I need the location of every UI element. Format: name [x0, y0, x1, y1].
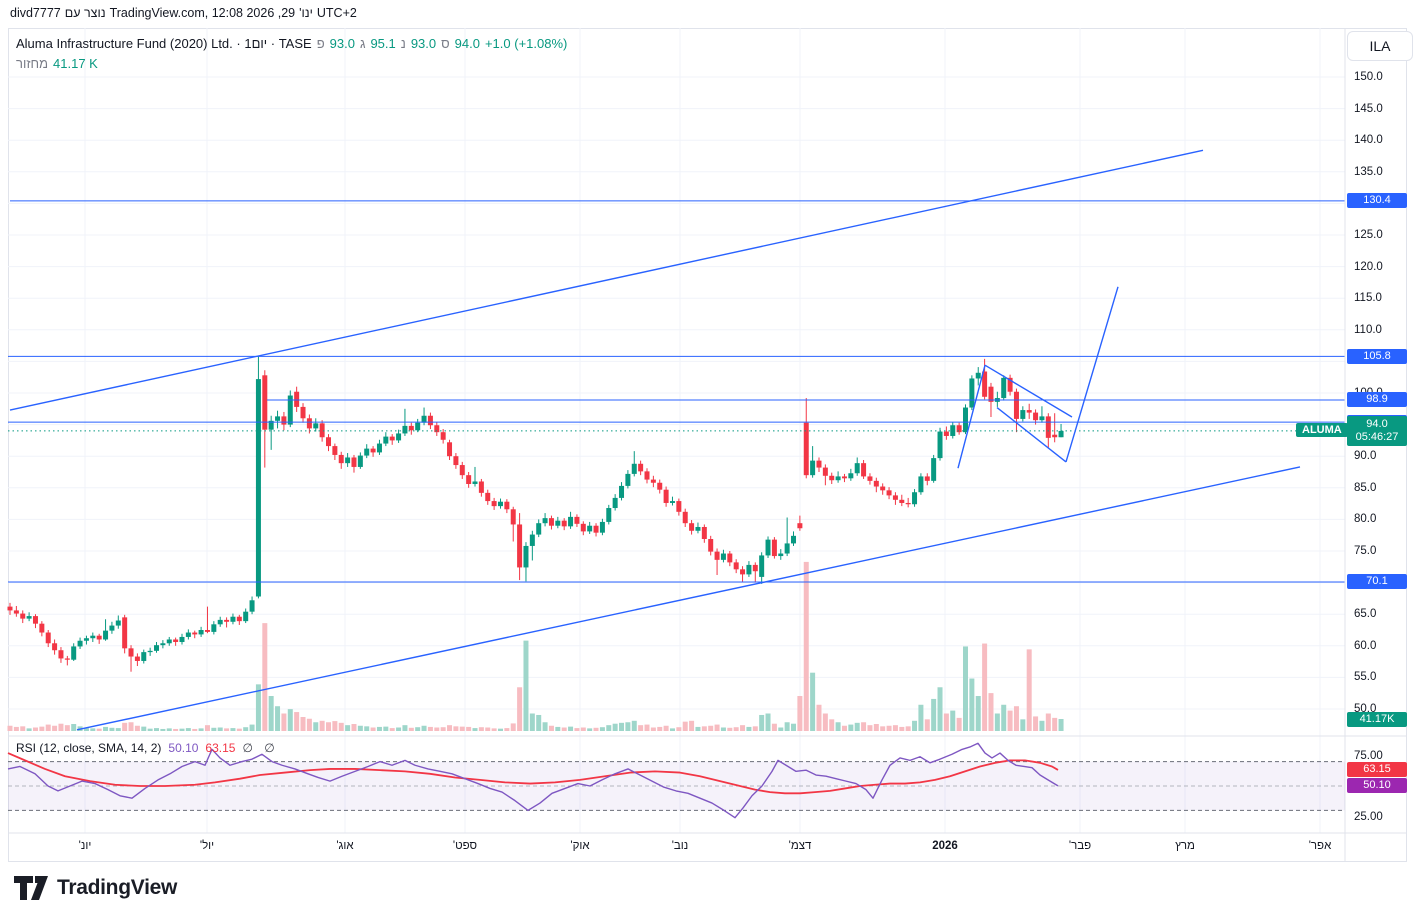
price-tick: 120.0: [1354, 260, 1383, 273]
rsi-value-label: 63.15: [1347, 762, 1407, 778]
volume-label: מחזור: [16, 56, 49, 71]
close-key: ס: [441, 36, 450, 51]
rsi-ma-value: 63.15: [205, 741, 236, 755]
rsi-hidden-icons: ∅ ∅: [242, 741, 279, 755]
month-label[interactable]: ספט': [452, 840, 478, 852]
snapshot-timestamp: divd7777 נוצר עם TradingView.com, 12:08 20…: [10, 6, 357, 20]
rsi-title: RSI (12, close, SMA, 14, 2): [16, 741, 162, 755]
aluma-price-flag: ALUMA: [1296, 423, 1348, 438]
price-tick: 125.0: [1354, 229, 1383, 241]
rsi-value-label: 50.10: [1347, 778, 1407, 794]
level-price-label: 130.4: [1347, 193, 1407, 209]
month-label[interactable]: יונ': [78, 840, 92, 852]
symbol-badge[interactable]: ILA: [1347, 31, 1413, 61]
price-tick: 140.0: [1354, 134, 1383, 147]
price-tick: 75.0: [1354, 545, 1377, 557]
price-tick: 85.0: [1354, 481, 1377, 494]
volume-value: 41.17 K: [53, 56, 98, 71]
level-price-label: 105.8: [1347, 348, 1407, 364]
rsi-tick: 25.00: [1354, 810, 1383, 823]
rsi-main-value: 50.10: [168, 741, 199, 755]
price-tick: 145.0: [1354, 102, 1383, 115]
tradingview-logo-text: TradingView: [57, 876, 178, 899]
low-value: 93.0: [410, 36, 437, 51]
rsi-legend-row[interactable]: RSI (12, close, SMA, 14, 2) 50.10 63.15 …: [16, 741, 279, 755]
high-value: 95.1: [370, 36, 396, 51]
timestamp-part: ינו': [299, 6, 313, 20]
countdown-timer: 05:46:27: [1355, 430, 1399, 443]
volume-legend-row[interactable]: מחזור 41.17 K: [16, 56, 98, 71]
month-label[interactable]: מרץ: [1175, 840, 1195, 852]
open-value: 93.0: [329, 36, 355, 51]
change-value: +1.0 (+1.08%): [484, 36, 568, 51]
timestamp-part: TradingView.com, 12:08 2026 ,29: [109, 6, 296, 20]
price-tick: 115.0: [1354, 292, 1382, 305]
month-label[interactable]: 2026: [932, 840, 958, 852]
price-tick: 55.0: [1354, 671, 1377, 684]
close-value: 94.0: [454, 36, 480, 51]
price-tick: 60.0: [1354, 639, 1377, 652]
open-key: פ: [316, 36, 325, 51]
month-label[interactable]: אוג': [336, 840, 354, 852]
price-tick: 90.0: [1354, 450, 1377, 463]
price-tick: 65.0: [1354, 608, 1377, 621]
price-tick: 110.0: [1354, 323, 1382, 336]
tradingview-logo[interactable]: TradingView: [14, 876, 177, 900]
low-key: נ: [400, 36, 406, 51]
month-label[interactable]: נוב': [671, 840, 689, 852]
price-tick: 135.0: [1354, 165, 1383, 178]
month-label[interactable]: אפר': [1308, 840, 1332, 852]
symbol-legend-row[interactable]: Aluma Infrastructure Fund (2020) Ltd. · …: [16, 36, 567, 51]
timestamp-part: UTC+2: [316, 6, 357, 20]
tradingview-logo-icon: [14, 876, 48, 900]
month-label[interactable]: אוק': [570, 840, 590, 852]
level-price-label: 98.9: [1347, 392, 1407, 408]
month-label[interactable]: דצמ': [788, 840, 812, 852]
price-tick: 80.0: [1354, 513, 1377, 526]
price-tick: 150.0: [1354, 71, 1383, 83]
month-label[interactable]: פבר': [1068, 840, 1092, 852]
level-price-label: 70.1: [1347, 574, 1407, 590]
month-label[interactable]: יול': [199, 840, 215, 852]
current-price-label: 94.0 05:46:27: [1347, 415, 1407, 446]
high-key: ג: [359, 36, 366, 51]
symbol-title: Aluma Infrastructure Fund (2020) Ltd. · …: [16, 36, 312, 51]
timestamp-part: נוצר עם: [64, 6, 106, 20]
level-price-label: 41.17K: [1347, 711, 1407, 727]
rsi-tick: 75.00: [1354, 749, 1383, 762]
timestamp-part: divd7777: [10, 6, 61, 20]
